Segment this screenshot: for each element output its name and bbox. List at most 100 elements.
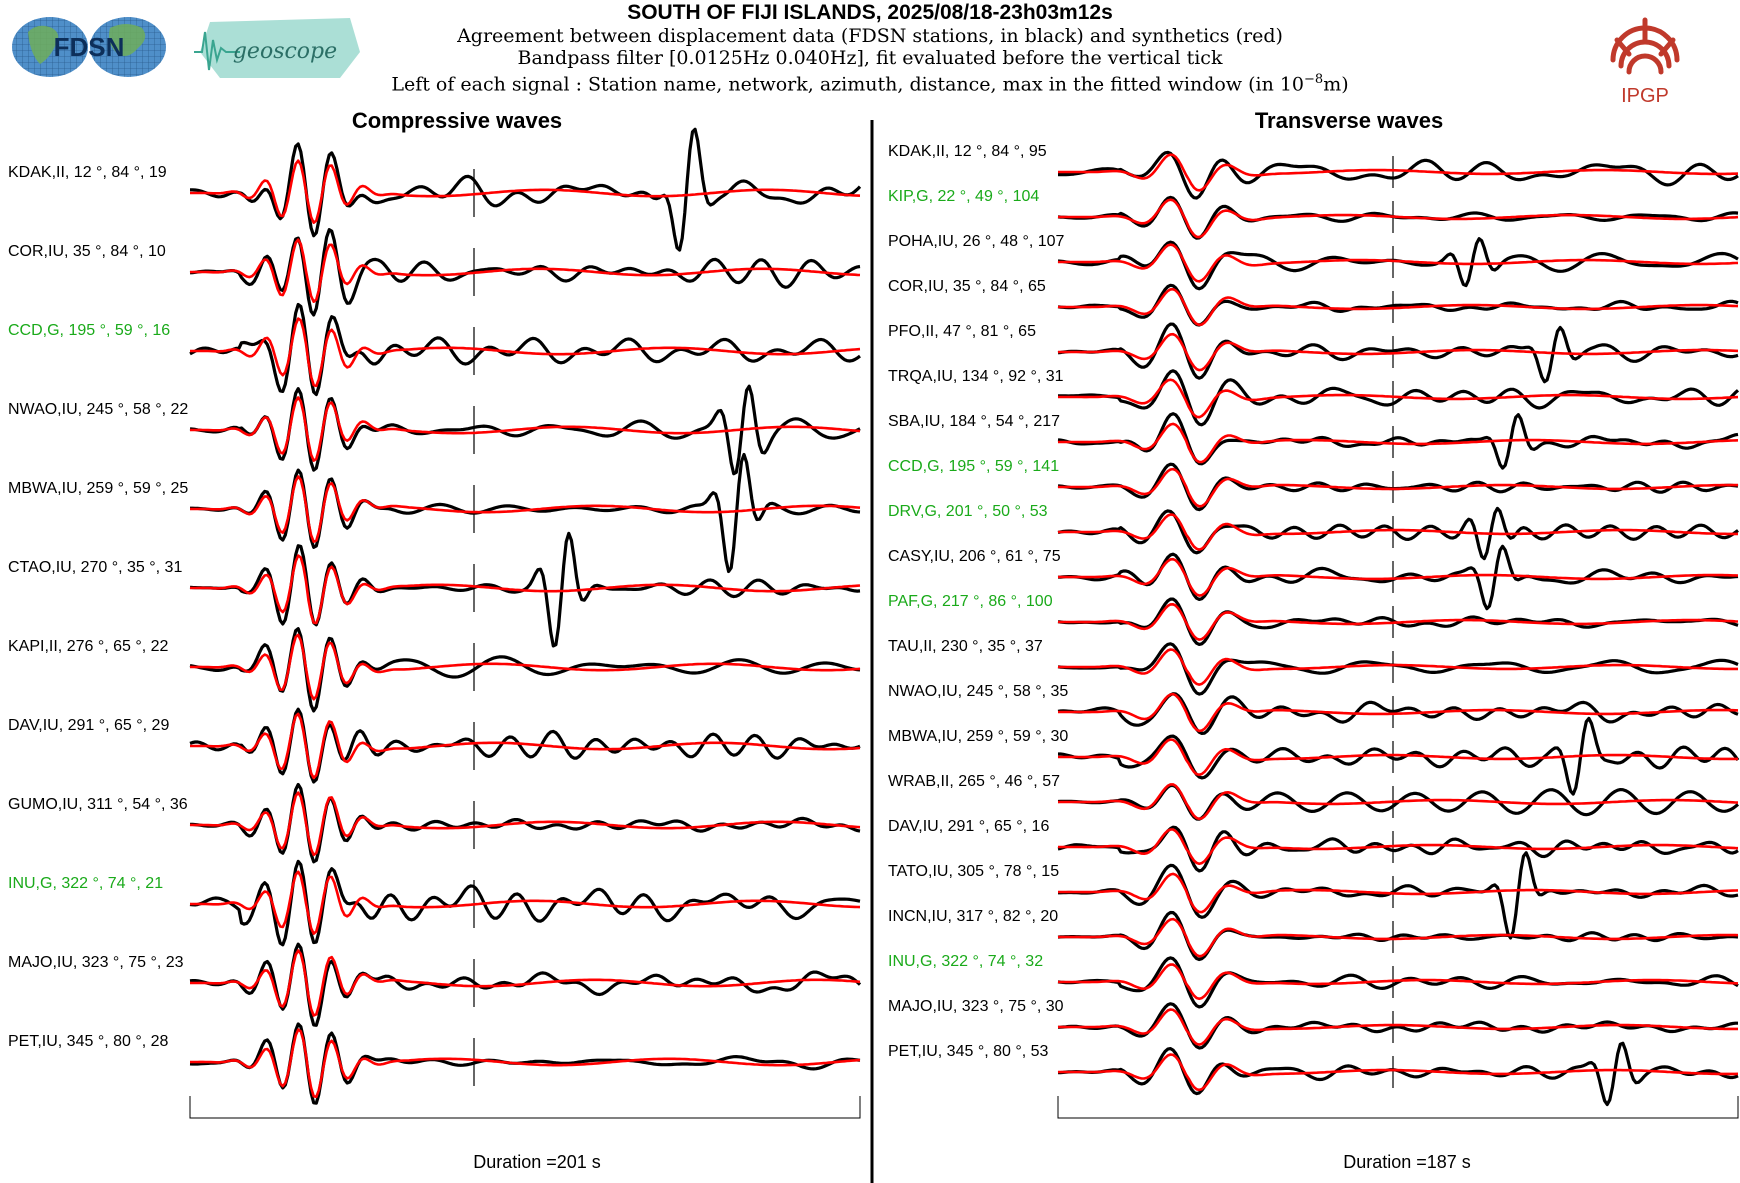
transverse-waves-panel: Transverse waves KDAK,II, 12 °, 84 °, 95… (888, 108, 1740, 1172)
synthetic-trace-pfo (1058, 332, 1739, 372)
station-label: SBA,IU, 184 °, 54 °, 217 (888, 413, 1060, 430)
station-row-kip: KIP,G, 22 °, 49 °, 104 (888, 188, 1739, 240)
synthetic-trace-wrab (1058, 783, 1739, 821)
station-row-ctao: CTAO,IU, 270 °, 35 °, 31 (8, 531, 861, 648)
station-row-trqa: TRQA,IU, 134 °, 92 °, 31 (888, 368, 1740, 427)
station-label: CCD,G, 195 °, 59 °, 141 (888, 458, 1059, 475)
data-trace-nwao (189, 384, 861, 476)
synthetic-trace-dav (190, 712, 861, 780)
synthetic-trace-mbwa (190, 475, 861, 544)
synthetic-trace-mbwa (1058, 738, 1738, 777)
data-trace-pfo (1057, 322, 1739, 384)
data-trace-mbwa (1058, 716, 1740, 796)
title-block: SOUTH OF FIJI ISLANDS, 2025/08/18-23h03m… (330, 0, 1410, 95)
station-label: NWAO,IU, 245 °, 58 °, 22 (8, 401, 188, 418)
header: FDSN geoscope SOUTH OF FIJI ISLANDS, 202… (0, 0, 1740, 112)
synthetic-trace-tau (1058, 648, 1738, 686)
data-trace-kdak (190, 127, 862, 252)
duration-label: Duration =187 s (1343, 1152, 1471, 1172)
station-label: KDAK,II, 12 °, 84 °, 19 (8, 164, 167, 181)
station-row-inu: INU,G, 322 °, 74 °, 21 (8, 859, 861, 947)
synthetic-trace-poha (1058, 243, 1739, 283)
station-row-gumo: GUMO,IU, 311 °, 54 °, 36 (8, 782, 861, 864)
synthetic-trace-nwao (1058, 692, 1739, 733)
station-row-majo: MAJO,IU, 323 °, 75 °, 30 (888, 998, 1738, 1050)
synthetic-trace-majo (1058, 1008, 1738, 1046)
station-row-nwao: NWAO,IU, 245 °, 58 °, 22 (8, 384, 861, 476)
station-label: CASY,IU, 206 °, 61 °, 75 (888, 548, 1061, 565)
subtitle-line-3: Left of each signal : Station name, netw… (330, 69, 1410, 95)
station-row-dav: DAV,IU, 291 °, 65 °, 16 (888, 818, 1739, 873)
geoscope-logo-text: geoscope (233, 39, 337, 64)
station-label: PFO,II, 47 °, 81 °, 65 (888, 323, 1036, 340)
station-row-incn: INCN,IU, 317 °, 82 °, 20 (888, 908, 1739, 962)
subtitle-line-2: Bandpass filter [0.0125Hz 0.040Hz], fit … (517, 47, 1223, 69)
synthetic-trace-pet (190, 1028, 861, 1099)
station-label: TAU,II, 230 °, 35 °, 37 (888, 638, 1043, 655)
data-trace-kapi (189, 627, 861, 713)
station-label: TATO,IU, 305 °, 78 °, 15 (888, 863, 1059, 880)
synthetic-trace-pet (1058, 1053, 1739, 1092)
station-label: POHA,IU, 26 °, 48 °, 107 (888, 233, 1065, 250)
station-label: COR,IU, 35 °, 84 °, 10 (8, 243, 166, 260)
station-row-dav: DAV,IU, 291 °, 65 °, 29 (8, 707, 861, 784)
station-label: KDAK,II, 12 °, 84 °, 95 (888, 143, 1047, 160)
data-trace-majo (1057, 1002, 1738, 1050)
data-trace-drv (1057, 506, 1739, 561)
subtitle-line-3-suffix: m) (1323, 73, 1349, 96)
data-trace-inu (1057, 956, 1739, 1009)
station-row-poha: POHA,IU, 26 °, 48 °, 107 (888, 233, 1739, 291)
station-row-kapi: KAPI,II, 276 °, 65 °, 22 (8, 627, 861, 713)
synthetic-trace-ccd (190, 317, 861, 388)
station-row-ccd: CCD,G, 195 °, 59 °, 141 (888, 458, 1739, 512)
transverse-panel-title: Transverse waves (1255, 108, 1443, 133)
compressive-waves-panel: Compressive waves KDAK,II, 12 °, 84 °, 1… (8, 108, 862, 1172)
station-label: KAPI,II, 276 °, 65 °, 22 (8, 638, 169, 655)
duration-bracket (189, 1096, 861, 1119)
station-label: CTAO,IU, 270 °, 35 °, 31 (8, 559, 182, 576)
synthetic-trace-paf (1058, 602, 1739, 641)
station-row-pet: PET,IU, 345 °, 80 °, 53 (888, 1041, 1739, 1107)
station-label: MAJO,IU, 323 °, 75 °, 30 (888, 998, 1064, 1015)
ipgp-logo-text: IPGP (1621, 85, 1669, 107)
station-row-majo: MAJO,IU, 323 °, 75 °, 23 (8, 942, 862, 1027)
station-row-kdak: KDAK,II, 12 °, 84 °, 95 (888, 143, 1739, 200)
station-label: NWAO,IU, 245 °, 58 °, 35 (888, 683, 1068, 700)
station-row-pfo: PFO,II, 47 °, 81 °, 65 (888, 322, 1739, 384)
station-label: MAJO,IU, 323 °, 75 °, 23 (8, 954, 184, 971)
synthetic-trace-majo (190, 949, 861, 1017)
synthetic-trace-cor (1058, 287, 1739, 327)
synthetic-trace-ctao (190, 554, 861, 625)
station-label: INCN,IU, 317 °, 82 °, 20 (888, 908, 1058, 925)
station-row-pet: PET,IU, 345 °, 80 °, 28 (8, 1022, 861, 1105)
data-trace-pet (1057, 1041, 1739, 1107)
synthetic-trace-inu (190, 870, 861, 936)
station-row-cor: COR,IU, 35 °, 84 °, 10 (8, 228, 861, 317)
page-title: SOUTH OF FIJI ISLANDS, 2025/08/18-23h03m… (627, 1, 1113, 24)
station-row-casy: CASY,IU, 206 °, 61 °, 75 (888, 544, 1739, 611)
station-label: DRV,G, 201 °, 50 °, 53 (888, 503, 1048, 520)
compressive-panel-title: Compressive waves (352, 108, 562, 133)
synthetic-trace-kapi (190, 633, 861, 701)
synthetic-trace-trqa (1058, 378, 1739, 419)
station-label: PET,IU, 345 °, 80 °, 53 (888, 1043, 1049, 1060)
data-trace-incn (1057, 910, 1739, 962)
station-label: MBWA,IU, 259 °, 59 °, 30 (888, 728, 1068, 745)
data-trace-ccd (1057, 462, 1739, 512)
station-row-tato: TATO,IU, 305 °, 78 °, 15 (888, 851, 1739, 940)
station-row-mbwa: MBWA,IU, 259 °, 59 °, 25 (8, 452, 861, 574)
synthetic-trace-tato (1058, 872, 1739, 914)
subtitle-line-3-exponent: −8 (1304, 72, 1324, 87)
synthetic-trace-cor (190, 238, 861, 304)
data-trace-cor (1057, 283, 1739, 327)
synthetic-trace-gumo (190, 791, 861, 857)
synthetic-trace-kdak (190, 159, 861, 224)
synthetic-trace-ccd (1058, 467, 1738, 508)
station-row-mbwa: MBWA,IU, 259 °, 59 °, 30 (888, 716, 1740, 796)
synthetic-trace-kip (1058, 198, 1739, 239)
synthetic-trace-nwao (190, 396, 861, 462)
synthetic-trace-inu (1058, 963, 1739, 1001)
synthetic-trace-sba (1058, 422, 1739, 464)
ipgp-logo: IPGP (1610, 17, 1680, 107)
station-row-paf: PAF,G, 217 °, 86 °, 100 (888, 593, 1739, 647)
